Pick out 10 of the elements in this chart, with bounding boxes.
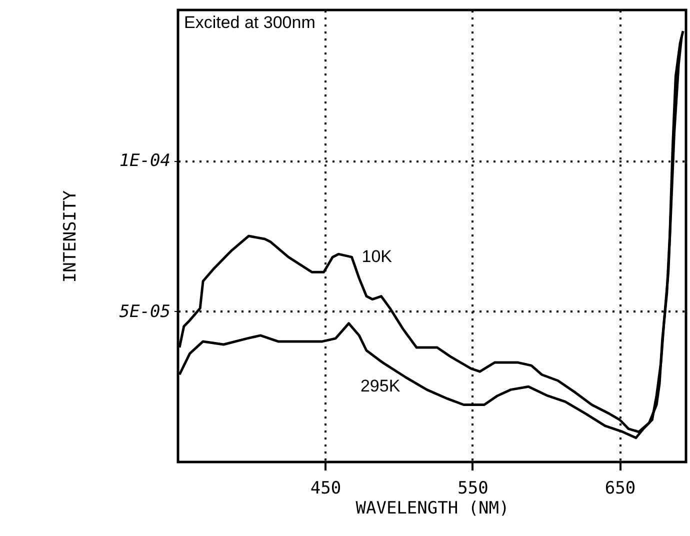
annotation: 295K <box>360 376 401 396</box>
y-tick-label: 5E-05 <box>119 302 170 322</box>
x-tick-label: 450 <box>310 478 342 498</box>
y-tick-label: 1E-04 <box>119 151 170 172</box>
x-tick-label: 650 <box>604 478 636 498</box>
x-axis-title: WAVELENGTH (NM) <box>356 498 510 518</box>
x-tick-label: 550 <box>458 478 488 498</box>
y-axis-title: INTENSITY <box>60 190 80 283</box>
annotation: 10K <box>362 247 393 266</box>
annotation: Excited at 300nm <box>184 13 316 32</box>
